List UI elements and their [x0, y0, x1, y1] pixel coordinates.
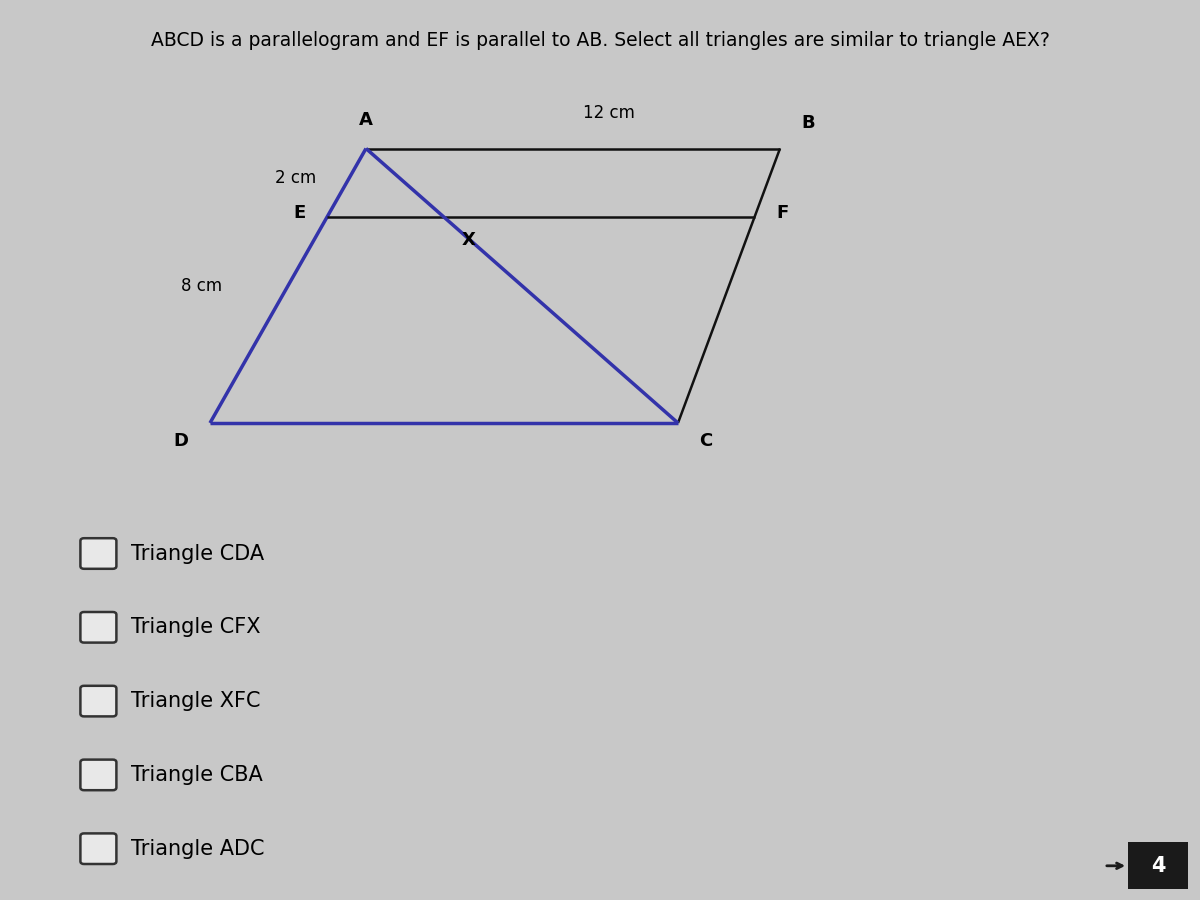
Text: Triangle XFC: Triangle XFC [131, 691, 260, 711]
FancyBboxPatch shape [1128, 842, 1188, 889]
FancyBboxPatch shape [80, 833, 116, 864]
Text: Triangle ADC: Triangle ADC [131, 839, 264, 859]
FancyBboxPatch shape [80, 538, 116, 569]
Text: 12 cm: 12 cm [583, 104, 635, 122]
Text: F: F [776, 203, 788, 221]
FancyBboxPatch shape [80, 686, 116, 716]
Text: Triangle CDA: Triangle CDA [131, 544, 264, 563]
Text: D: D [174, 432, 188, 450]
Text: C: C [700, 432, 713, 450]
Text: 8 cm: 8 cm [181, 277, 222, 295]
FancyBboxPatch shape [80, 760, 116, 790]
FancyBboxPatch shape [80, 612, 116, 643]
Text: Triangle CFX: Triangle CFX [131, 617, 260, 637]
Text: A: A [359, 111, 373, 129]
Text: Triangle CBA: Triangle CBA [131, 765, 263, 785]
Text: ABCD is a parallelogram and EF is parallel to AB. Select all triangles are simil: ABCD is a parallelogram and EF is parall… [150, 31, 1050, 50]
Text: 2 cm: 2 cm [275, 169, 317, 187]
Text: X: X [462, 230, 476, 248]
Text: B: B [802, 114, 815, 132]
Text: E: E [293, 203, 305, 221]
Text: 4: 4 [1151, 856, 1165, 876]
